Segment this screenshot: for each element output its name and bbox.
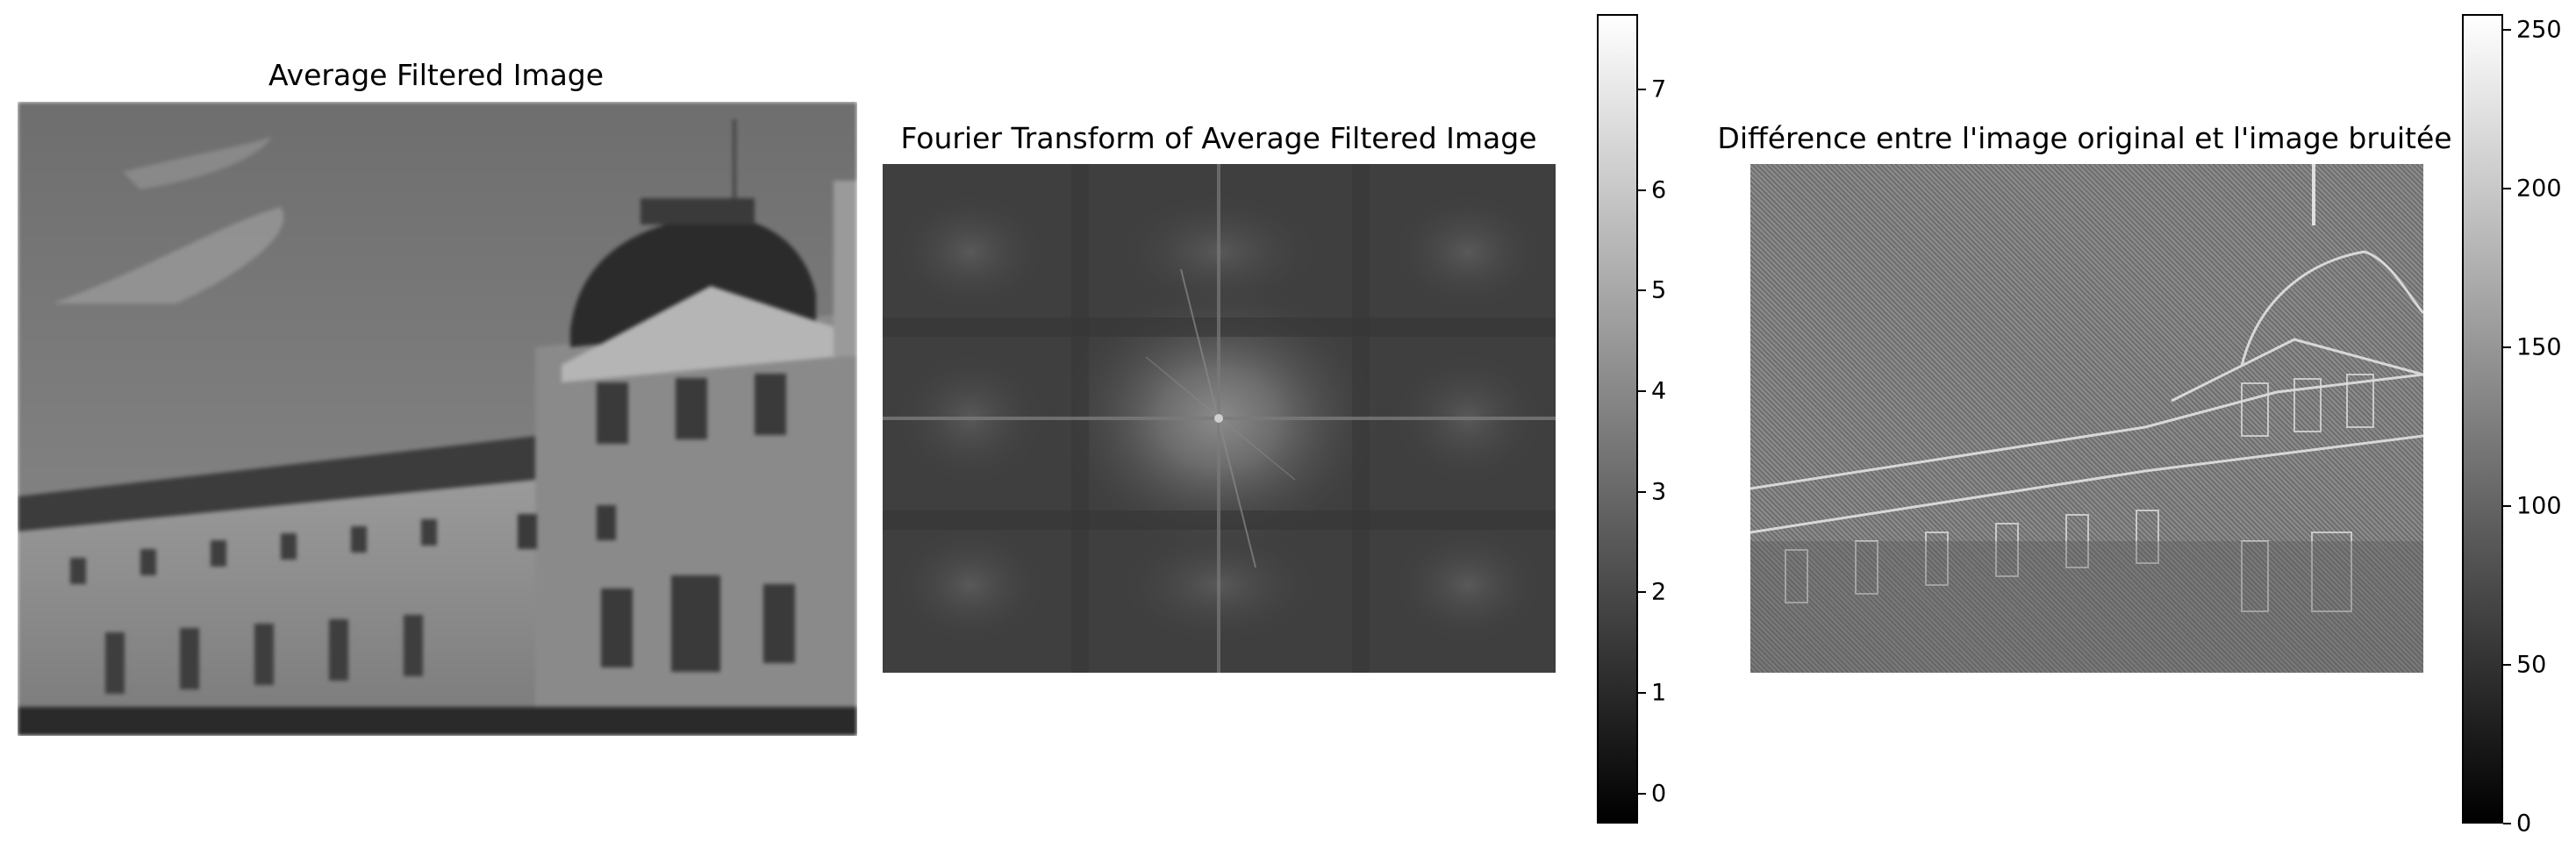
colorbar-tick-label: 6 xyxy=(1651,176,1667,204)
colorbar-tick-label: 0 xyxy=(1651,780,1667,808)
panel2-title: Fourier Transform of Average Filtered Im… xyxy=(900,121,1537,155)
colorbar-tick xyxy=(2503,505,2511,508)
colorbar-tick-label: 4 xyxy=(1651,377,1667,405)
difference-colorbar xyxy=(2462,14,2503,824)
panel3-title: Différence entre l'image original et l'i… xyxy=(1717,121,2452,155)
colorbar-tick-label: 0 xyxy=(2516,810,2532,838)
colorbar-tick-label: 1 xyxy=(1651,679,1667,707)
fourier-colorbar xyxy=(1597,14,1638,824)
fourier-spectrum-image xyxy=(883,164,1556,673)
colorbar-tick xyxy=(1638,490,1646,493)
colorbar-tick-label: 5 xyxy=(1651,276,1667,304)
colorbar-tick-label: 100 xyxy=(2516,492,2562,520)
colorbar-tick-label: 2 xyxy=(1651,578,1667,606)
panel1-title: Average Filtered Image xyxy=(268,58,605,92)
colorbar-tick xyxy=(2503,29,2511,32)
colorbar-tick-label: 50 xyxy=(2516,651,2547,679)
colorbar-tick xyxy=(1638,88,1646,90)
colorbar-tick xyxy=(1638,691,1646,694)
colorbar-tick-label: 3 xyxy=(1651,478,1667,506)
colorbar-tick-label: 250 xyxy=(2516,16,2562,44)
colorbar-tick xyxy=(2503,346,2511,349)
colorbar-tick xyxy=(2503,188,2511,190)
colorbar-tick-label: 150 xyxy=(2516,333,2562,361)
colorbar-tick xyxy=(1638,189,1646,191)
colorbar-tick xyxy=(2503,823,2511,824)
colorbar-tick xyxy=(1638,591,1646,594)
colorbar-tick xyxy=(1638,389,1646,392)
colorbar-tick xyxy=(1638,792,1646,795)
colorbar-tick-label: 7 xyxy=(1651,75,1667,103)
colorbar-tick xyxy=(2503,664,2511,667)
colorbar-tick-label: 200 xyxy=(2516,175,2562,203)
difference-image xyxy=(1750,164,2423,673)
colorbar-tick xyxy=(1638,289,1646,292)
average-filtered-image xyxy=(18,102,857,736)
